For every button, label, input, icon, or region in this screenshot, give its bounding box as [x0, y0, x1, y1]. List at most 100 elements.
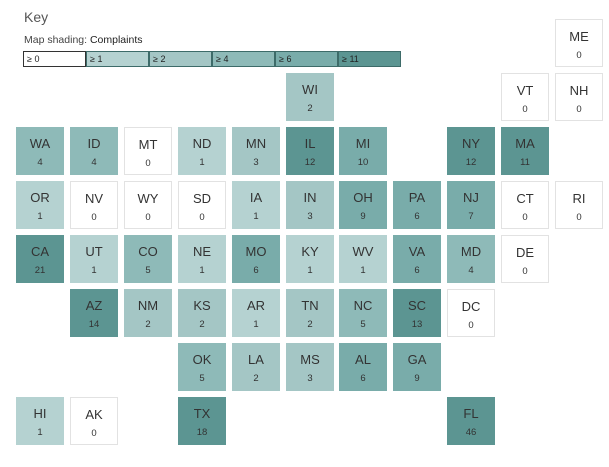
state-tile-ar[interactable]: AR 1	[232, 289, 280, 337]
state-tile-ct[interactable]: CT 0	[501, 181, 549, 229]
state-complaints-count: 46	[465, 427, 477, 438]
state-tile-la[interactable]: LA 2	[232, 343, 280, 391]
state-tile-ny[interactable]: NY 12	[447, 127, 495, 175]
state-abbr: VT	[516, 83, 534, 98]
state-complaints-count: 5	[145, 265, 151, 276]
state-tile-ia[interactable]: IA 1	[232, 181, 280, 229]
legend-item: ≥ 6	[275, 51, 338, 67]
state-abbr: ND	[192, 136, 212, 151]
state-abbr: KS	[193, 298, 211, 313]
state-abbr: TN	[301, 298, 319, 313]
state-tile-sc[interactable]: SC 13	[393, 289, 441, 337]
state-tile-il[interactable]: IL 12	[286, 127, 334, 175]
state-tile-mi[interactable]: MI 10	[339, 127, 387, 175]
state-complaints-count: 6	[414, 211, 420, 222]
state-tile-id[interactable]: ID 4	[70, 127, 118, 175]
state-complaints-count: 1	[253, 211, 259, 222]
state-complaints-count: 7	[468, 211, 474, 222]
state-tile-al[interactable]: AL 6	[339, 343, 387, 391]
state-tile-pa[interactable]: PA 6	[393, 181, 441, 229]
state-tile-sd[interactable]: SD 0	[178, 181, 226, 229]
state-tile-co[interactable]: CO 5	[124, 235, 172, 283]
state-tile-ca[interactable]: CA 21	[16, 235, 64, 283]
state-complaints-count: 3	[253, 157, 259, 168]
state-tile-va[interactable]: VA 6	[393, 235, 441, 283]
state-complaints-count: 18	[196, 427, 208, 438]
state-complaints-count: 0	[145, 212, 151, 223]
state-abbr: MO	[245, 244, 267, 259]
state-tile-wy[interactable]: WY 0	[124, 181, 172, 229]
state-tile-md[interactable]: MD 4	[447, 235, 495, 283]
state-abbr: AR	[246, 298, 266, 313]
state-abbr: DE	[515, 245, 535, 260]
state-complaints-count: 4	[468, 265, 474, 276]
state-tile-ky[interactable]: KY 1	[286, 235, 334, 283]
state-abbr: CO	[138, 244, 158, 259]
state-abbr: MA	[515, 136, 535, 151]
state-abbr: TX	[193, 406, 211, 421]
key-title: Key	[24, 9, 49, 25]
state-tile-az[interactable]: AZ 14	[70, 289, 118, 337]
state-complaints-count: 0	[145, 158, 151, 169]
state-tile-in[interactable]: IN 3	[286, 181, 334, 229]
state-abbr: WV	[352, 244, 374, 259]
state-tile-tn[interactable]: TN 2	[286, 289, 334, 337]
state-tile-nh[interactable]: NH 0	[555, 73, 603, 121]
state-abbr: ME	[569, 29, 589, 44]
state-tile-fl[interactable]: FL 46	[447, 397, 495, 445]
state-tile-nv[interactable]: NV 0	[70, 181, 118, 229]
state-tile-ma[interactable]: MA 11	[501, 127, 549, 175]
state-tile-vt[interactable]: VT 0	[501, 73, 549, 121]
state-complaints-count: 1	[360, 265, 366, 276]
state-abbr: VA	[408, 244, 426, 259]
state-tile-oh[interactable]: OH 9	[339, 181, 387, 229]
state-tile-ak[interactable]: AK 0	[70, 397, 118, 445]
state-tile-ga[interactable]: GA 9	[393, 343, 441, 391]
state-abbr: MS	[300, 352, 320, 367]
state-tile-nc[interactable]: NC 5	[339, 289, 387, 337]
state-tile-ok[interactable]: OK 5	[178, 343, 226, 391]
state-complaints-count: 0	[576, 104, 582, 115]
state-tile-wa[interactable]: WA 4	[16, 127, 64, 175]
state-abbr: UT	[85, 244, 103, 259]
state-complaints-count: 6	[360, 373, 366, 384]
state-abbr: MT	[138, 137, 158, 152]
state-complaints-count: 2	[307, 319, 313, 330]
state-tile-me[interactable]: ME 0	[555, 19, 603, 67]
state-tile-ut[interactable]: UT 1	[70, 235, 118, 283]
state-tile-ne[interactable]: NE 1	[178, 235, 226, 283]
state-complaints-count: 3	[307, 373, 313, 384]
state-complaints-count: 9	[414, 373, 420, 384]
state-tile-dc[interactable]: DC 0	[447, 289, 495, 337]
state-abbr: NY	[461, 136, 481, 151]
state-complaints-count: 1	[253, 319, 259, 330]
state-tile-hi[interactable]: HI 1	[16, 397, 64, 445]
state-tile-wv[interactable]: WV 1	[339, 235, 387, 283]
state-complaints-count: 3	[307, 211, 313, 222]
state-tile-wi[interactable]: WI 2	[286, 73, 334, 121]
state-complaints-count: 0	[522, 104, 528, 115]
state-tile-mo[interactable]: MO 6	[232, 235, 280, 283]
state-complaints-count: 0	[91, 428, 97, 439]
state-abbr: IN	[303, 190, 317, 205]
state-tile-ks[interactable]: KS 2	[178, 289, 226, 337]
state-abbr: SD	[192, 191, 212, 206]
state-tile-nd[interactable]: ND 1	[178, 127, 226, 175]
state-complaints-count: 4	[37, 157, 43, 168]
state-tile-mn[interactable]: MN 3	[232, 127, 280, 175]
state-tile-ms[interactable]: MS 3	[286, 343, 334, 391]
state-tile-ri[interactable]: RI 0	[555, 181, 603, 229]
state-tile-nm[interactable]: NM 2	[124, 289, 172, 337]
state-abbr: IA	[249, 190, 263, 205]
state-tile-mt[interactable]: MT 0	[124, 127, 172, 175]
state-tile-de[interactable]: DE 0	[501, 235, 549, 283]
map-shading-metric: Complaints	[89, 34, 143, 46]
legend-item: ≥ 11	[338, 51, 401, 67]
state-tile-or[interactable]: OR 1	[16, 181, 64, 229]
state-abbr: AK	[85, 407, 103, 422]
state-abbr: SC	[407, 298, 427, 313]
state-tile-tx[interactable]: TX 18	[178, 397, 226, 445]
state-complaints-count: 1	[91, 265, 97, 276]
state-tile-nj[interactable]: NJ 7	[447, 181, 495, 229]
state-complaints-count: 14	[88, 319, 100, 330]
